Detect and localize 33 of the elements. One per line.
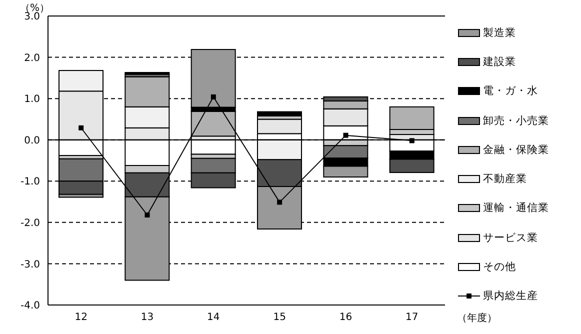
x-tick-label: 16 (339, 312, 352, 324)
bar (257, 111, 302, 116)
y-tick-label: -4.0 (20, 300, 40, 312)
point (343, 132, 348, 138)
point (144, 212, 150, 218)
y-tick-label: 2.0 (24, 52, 40, 64)
y-tick-label: 1.0 (24, 94, 40, 106)
x-axis-title: （年度） (457, 312, 497, 324)
legend-label: その他 (483, 260, 516, 274)
x-tick-label: 15 (273, 312, 286, 324)
y-tick-label: -1.0 (20, 176, 40, 188)
point (210, 94, 216, 100)
x-tick-label: 12 (74, 312, 88, 324)
y-tick-label: 3.0 (24, 12, 40, 23)
legend-label: 建設業 (483, 54, 516, 69)
x-tick-label: 13 (140, 312, 154, 324)
point (409, 138, 414, 144)
legend-label: 不動産業 (483, 172, 527, 186)
legend-label: 県内総生産 (483, 289, 538, 304)
y-tick-label: -3.0 (20, 259, 40, 270)
bar (190, 110, 236, 137)
legend-label: 運輸・通信業 (483, 201, 549, 216)
legend-label: 金融・保険業 (483, 142, 549, 157)
y-tick-label: -2.0 (20, 218, 40, 229)
legend-label: 製造業 (483, 26, 516, 40)
legend-label: 卸売・小売業 (483, 114, 549, 128)
x-tick-label: 14 (207, 312, 220, 324)
x-tick-label: 17 (406, 312, 418, 324)
legend-label: サービス業 (483, 230, 538, 245)
point (78, 125, 84, 130)
point (277, 200, 282, 205)
legend-label: 電・ガ・水 (483, 84, 538, 98)
y-tick-label: 0.0 (24, 135, 40, 146)
